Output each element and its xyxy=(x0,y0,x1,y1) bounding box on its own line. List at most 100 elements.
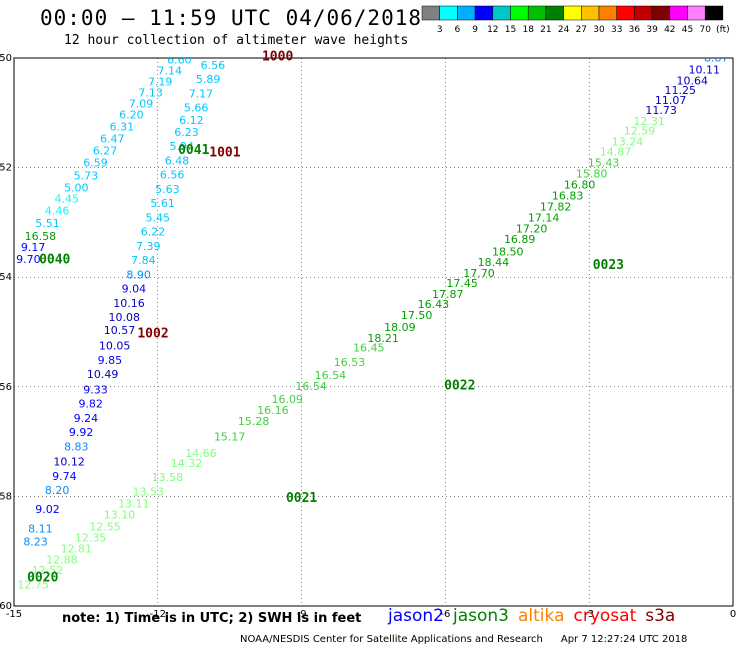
colorbar-swatch xyxy=(669,5,688,21)
wave-height-value: 5.51 xyxy=(35,217,60,230)
colorbar-label: 21 xyxy=(540,25,551,35)
wave-height-value: 6.56 xyxy=(160,169,185,182)
y-tick-label: -60 xyxy=(0,601,12,612)
y-tick-label: -52 xyxy=(0,163,12,174)
colorbar-label: 12 xyxy=(487,25,498,35)
wave-height-value: 15.17 xyxy=(214,431,246,444)
color-scale-bar: 3 6 9 12 15 18 21 24 27 30 33 36 39 42 45 70 (ft) xyxy=(421,5,730,35)
wave-height-value: 17.70 xyxy=(463,267,495,280)
wave-height-value: 16.45 xyxy=(353,342,385,355)
wave-height-value: 10.08 xyxy=(108,311,140,324)
wave-height-value: 15.28 xyxy=(238,415,270,428)
legend-s3a: s3a xyxy=(645,606,676,626)
wave-height-value: 6.20 xyxy=(119,108,144,121)
colorbar-swatch xyxy=(492,5,511,21)
chart-subtitle: 12 hour collection of altimeter wave hei… xyxy=(64,33,409,48)
track-id-label: 0040 xyxy=(39,253,70,268)
wave-height-value: 9.02 xyxy=(35,503,60,516)
credit-text: NOAA/NESDIS Center for Satellite Applica… xyxy=(240,634,543,645)
wave-height-value: 9.55 xyxy=(715,40,740,53)
colorbar-label: 15 xyxy=(505,25,516,35)
colorbar-label: 6 xyxy=(455,25,461,35)
colorbar-label: 9 xyxy=(472,25,478,35)
colorbar-label: (ft) xyxy=(716,25,730,35)
colorbar-label: 42 xyxy=(664,25,675,35)
colorbar-label: 30 xyxy=(593,25,605,35)
wave-height-value: 6.60 xyxy=(167,53,192,66)
colorbar-swatch xyxy=(421,5,440,21)
axis-tick-labels: -15 -12 -9 -6 -3 0 -50 -52 -54 -56 -58 -60 xyxy=(0,53,736,620)
wave-height-value: 5.66 xyxy=(184,102,209,115)
wave-height-value: 4.46 xyxy=(45,205,70,218)
wave-height-value: 14.66 xyxy=(185,447,217,460)
wave-height-value: 8.20 xyxy=(45,484,70,497)
colorbar-swatch xyxy=(598,5,617,21)
wave-height-value: 5.45 xyxy=(146,211,171,224)
colorbar-swatch xyxy=(563,5,582,21)
y-tick-label: -58 xyxy=(0,491,12,502)
track-id-label: 1000 xyxy=(262,50,293,65)
colorbar-swatch xyxy=(651,5,671,21)
wave-height-value: 13.58 xyxy=(152,471,184,484)
wave-height-value: 17.20 xyxy=(516,222,548,235)
wave-height-value: 4.45 xyxy=(54,193,79,206)
generated-timestamp: Apr 7 12:27:24 UTC 2018 xyxy=(560,634,688,645)
x-tick-label: 0 xyxy=(730,609,736,620)
wave-height-value: 9.74 xyxy=(52,470,77,483)
wave-height-value: 18.44 xyxy=(478,256,510,269)
wave-height-value: 6.56 xyxy=(201,59,226,72)
wave-height-value: 6.50 xyxy=(210,30,235,43)
wave-height-value: 9.92 xyxy=(69,426,94,439)
colorbar-label: 18 xyxy=(522,25,534,35)
units-note: note: 1) Time is in UTC; 2) SWH is in fe… xyxy=(62,611,362,626)
wave-height-value: 11.73 xyxy=(645,104,677,117)
wave-height-value: 16.80 xyxy=(564,178,596,191)
colorbar-swatch xyxy=(687,5,706,21)
wave-height-value: 18.50 xyxy=(492,245,524,258)
wave-height-value: 8.90 xyxy=(126,268,151,281)
wave-height-value: 6.85 xyxy=(205,45,230,58)
wave-height-value: 5.61 xyxy=(150,197,175,210)
wave-height-value: 14.87 xyxy=(600,146,632,159)
wave-height-value: 5.41 xyxy=(227,12,252,25)
wave-height-value: 16.16 xyxy=(257,404,289,417)
wave-height-value: 10.57 xyxy=(104,324,136,337)
wave-height-value: 10.64 xyxy=(677,74,709,87)
wave-height-value: 8.11 xyxy=(28,523,53,536)
wave-height-value: 5.43 xyxy=(237,3,262,16)
legend-altika: altika xyxy=(518,606,565,626)
wave-height-value: 5.73 xyxy=(74,170,99,183)
wave-height-value: 12.31 xyxy=(633,115,665,128)
wave-height-value: 12.55 xyxy=(89,520,121,533)
wave-height-value: 6.82 xyxy=(217,21,242,34)
wave-height-value: 7.14 xyxy=(158,64,183,77)
chart-title: 00:00 – 11:59 UTC 04/06/2018 xyxy=(40,6,423,30)
wave-height-value: 16.53 xyxy=(334,356,366,369)
wave-height-value: 10.05 xyxy=(99,340,131,353)
track-id-label: 0021 xyxy=(286,491,317,506)
track-id-label: 1001 xyxy=(209,146,240,161)
wave-height-value: 9.17 xyxy=(21,241,46,254)
wave-height-value: 12.59 xyxy=(624,125,656,138)
wave-height-value: 16.54 xyxy=(295,380,327,393)
wave-height-value: 13.11 xyxy=(118,497,150,510)
x-tick-label: -15 xyxy=(6,609,22,620)
wave-height-value: 7.19 xyxy=(148,75,173,88)
colorbar-swatch xyxy=(634,5,653,21)
wave-height-value: 16.54 xyxy=(315,369,347,382)
x-tick-label: -12 xyxy=(150,609,166,620)
wave-height-value: 12.75 xyxy=(17,578,49,591)
legend-jason3: jason3 xyxy=(453,606,509,626)
credit-line: NOAA/NESDIS Center for Satellite Applica… xyxy=(240,634,687,645)
legend-cryosat: cryosat xyxy=(573,606,637,626)
wave-height-value: 16.43 xyxy=(418,298,450,311)
y-tick-label: -54 xyxy=(0,272,12,283)
wave-height-value: 6.12 xyxy=(179,114,204,127)
wave-height-value: 16.83 xyxy=(552,189,584,202)
wave-height-value: 5.63 xyxy=(155,183,180,196)
track-id-label: 0041 xyxy=(178,143,209,158)
wave-height-value: 10.12 xyxy=(53,456,85,469)
colorbar-swatch xyxy=(439,5,458,21)
wave-height-value: 17.14 xyxy=(528,211,560,224)
